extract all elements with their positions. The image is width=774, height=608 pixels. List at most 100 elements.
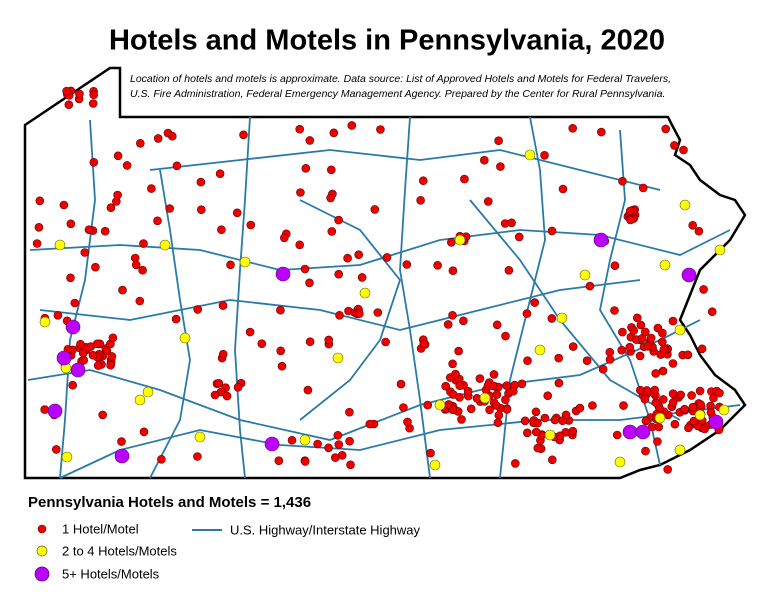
hotel-marker [614,456,626,468]
legend-total: Pennsylvania Hotels and Motels = 1,436 [28,494,311,511]
hotel-marker [554,353,564,363]
hotel-marker [531,427,541,437]
hotel-marker [714,244,726,256]
hotel-marker [88,99,98,108]
hotel-marker [659,259,671,271]
hotel-marker [524,149,536,161]
hotel-marker [674,324,686,336]
hotel-marker [222,391,232,401]
highway [149,169,191,479]
hotel-marker [305,136,315,145]
hotel-marker [696,400,705,409]
hotel-marker [418,176,428,185]
hotel-marker [313,439,322,449]
hotel-marker [507,218,516,228]
hotel-marker [700,424,709,434]
hotel-marker [239,256,251,268]
hotel-marker [131,260,141,270]
hotel-marker [354,309,364,319]
hotel-marker [276,305,285,315]
hotel-marker [79,355,88,365]
hotel-marker [214,378,224,388]
hotel-marker [684,423,693,433]
hotel-marker [245,327,255,337]
hotel-marker [547,455,557,465]
hotel-marker [136,139,145,148]
legend-swatch [37,524,47,534]
hotel-marker [376,125,385,134]
hotel-marker [448,266,458,276]
hotel-marker [663,465,673,474]
hotel-marker [579,269,591,281]
hotel-marker [479,155,489,165]
hotel-marker [650,385,660,395]
hotel-marker [300,457,310,466]
hotel-marker [550,415,560,425]
highway [39,279,641,331]
hotel-marker [496,162,505,171]
hotel-marker [345,436,354,446]
hotel-marker [334,215,343,225]
hotel-marker [622,424,638,440]
hotel-marker [142,386,154,398]
hotel-marker [75,89,84,99]
hotel-marker [373,308,383,317]
hotel-marker [598,364,608,374]
highway [299,199,402,421]
hotel-marker [102,346,112,356]
hotel-marker [674,444,686,456]
hotel-marker [40,405,50,414]
hotel-marker [84,225,94,234]
hotel-marker [568,124,578,133]
hotel-marker [680,404,689,414]
state-outline [23,66,747,480]
hotel-marker [434,399,446,411]
hotel-marker [89,90,98,99]
hotel-marker [658,328,667,338]
hotel-marker [504,265,514,275]
hotel-marker [333,430,343,440]
hotel-marker [625,342,635,352]
hotel-marker [53,310,63,320]
hotel-marker [215,169,225,178]
hotel-marker [688,221,698,230]
hotel-marker [638,183,648,193]
hotel-marker [708,414,724,430]
hotel-marker [585,281,595,291]
legend-swatch [36,545,48,557]
hotel-marker [483,197,493,206]
hotel-marker [640,327,650,337]
hotel-marker [582,356,592,366]
hotel-marker [218,301,228,310]
hotel-marker [514,232,524,242]
hotel-marker [661,124,671,134]
hotel-marker [448,359,457,369]
hotel-marker [370,205,380,214]
hotel-marker [276,346,286,356]
highways [27,116,741,479]
hotel-marker [345,407,354,417]
hotel-locations [32,86,730,474]
hotel-marker [357,273,367,282]
hotel-marker [446,238,456,247]
hotel-marker [107,352,117,361]
hotel-marker [122,161,132,170]
hotel-marker [605,355,615,364]
hotel-marker [112,197,121,206]
hotel-marker [134,394,146,406]
hotel-marker [106,360,115,370]
hotel-marker [118,285,127,295]
hotel-marker [455,392,464,402]
hotel-marker [558,184,568,194]
hotel-marker [300,264,310,274]
hotel-marker [64,100,74,109]
hotel-marker [522,309,532,318]
hotel-marker [233,382,243,392]
hotel-marker [488,381,498,391]
hotel-marker [68,380,77,390]
hotel-marker [454,346,463,356]
hotel-marker [443,320,453,329]
hotel-marker [619,401,628,410]
note-line: U.S. Fire Administration, Federal Emerge… [130,88,665,100]
hotel-marker [193,452,202,461]
